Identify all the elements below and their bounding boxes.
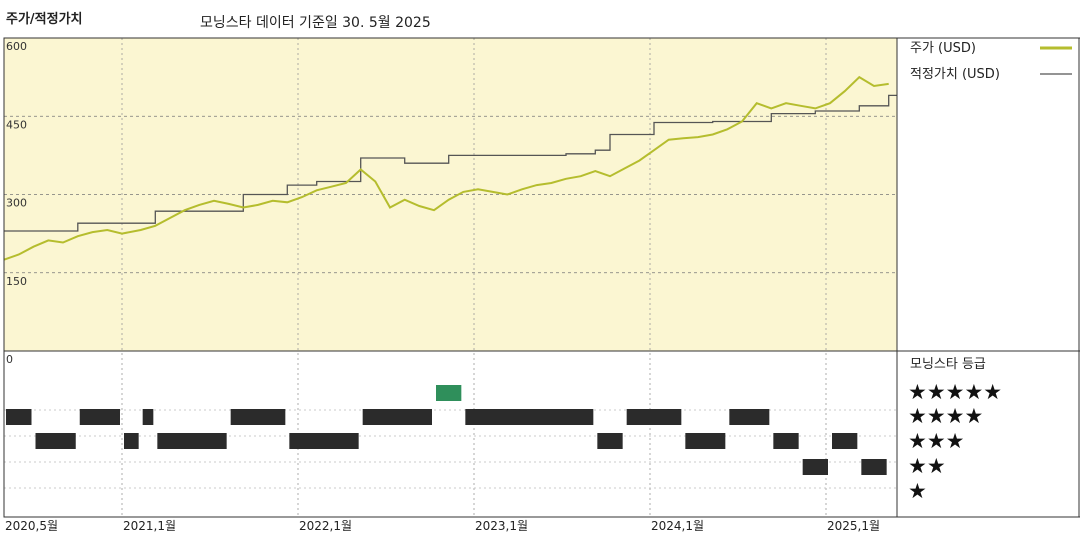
plot-border: [3, 37, 898, 518]
rating-bar-4-star: [6, 409, 32, 425]
rating-bar-4-star: [362, 409, 432, 425]
rating-star-label: ★★: [908, 454, 946, 478]
y-tick-label: 450: [6, 118, 27, 131]
rating-bar-3-star: [157, 433, 227, 449]
grid-lines: [4, 38, 897, 517]
x-tick-label: 2020,5월: [5, 519, 58, 533]
rating-bar-3-star: [773, 433, 799, 449]
legend-price-label: 주가 (USD): [910, 41, 976, 56]
chart-frame: [3, 37, 1080, 518]
rating-star-label: ★: [908, 479, 927, 503]
rating-bar-4-star: [142, 409, 154, 425]
rating-bar-3-star: [685, 433, 726, 449]
rating-star-labels: ★★★★★★★★★★★★★★★: [908, 380, 1002, 503]
x-tick-label: 2024,1월: [651, 519, 704, 533]
rating-star-label: ★★★: [908, 429, 964, 453]
rating-bar-3-star: [832, 433, 858, 449]
y-axis-ticks: 600 450 300 150 0: [6, 40, 27, 366]
rating-bar-4-star: [626, 409, 682, 425]
rating-bar-3-star: [35, 433, 76, 449]
rating-bar-3-star: [289, 433, 359, 449]
rating-bar-4-star: [465, 409, 594, 425]
y-tick-label: 0: [6, 353, 13, 366]
x-tick-label: 2022,1월: [299, 519, 352, 533]
rating-bar-3-star: [124, 433, 139, 449]
x-tick-label: 2023,1월: [475, 519, 528, 533]
chart-subtitle: 모닝스타 데이터 기준일 30. 5월 2025: [200, 15, 431, 31]
rating-bars: [6, 385, 887, 475]
rating-bar-4-star: [79, 409, 120, 425]
fair-value-line: [4, 94, 897, 232]
x-tick-label: 2021,1월: [123, 519, 176, 533]
rating-star-label: ★★★★: [908, 404, 983, 428]
rating-star-label: ★★★★★: [908, 380, 1002, 404]
rating-bar-2-star: [861, 459, 887, 475]
price-line: [3, 75, 889, 261]
chart-title: 주가/적정가치: [6, 12, 83, 27]
rating-bar-3-star: [597, 433, 623, 449]
x-axis-ticks: 2020,5월 2021,1월 2022,1월 2023,1월 2024,1월 2025,…: [5, 519, 880, 533]
legend-fair-value-label: 적정가치 (USD): [910, 67, 1000, 82]
rating-legend-title: 모닝스타 등급: [910, 357, 986, 372]
x-tick-label: 2025,1월: [827, 519, 880, 533]
y-tick-label: 300: [6, 197, 27, 210]
y-tick-label: 600: [6, 40, 27, 53]
rating-bar-4-star: [729, 409, 770, 425]
rating-bar-5-star: [436, 385, 462, 401]
rating-bar-2-star: [802, 459, 828, 475]
rating-bar-4-star: [230, 409, 286, 425]
y-tick-label: 150: [6, 275, 27, 288]
legend: 주가 (USD) 적정가치 (USD): [910, 41, 1072, 82]
